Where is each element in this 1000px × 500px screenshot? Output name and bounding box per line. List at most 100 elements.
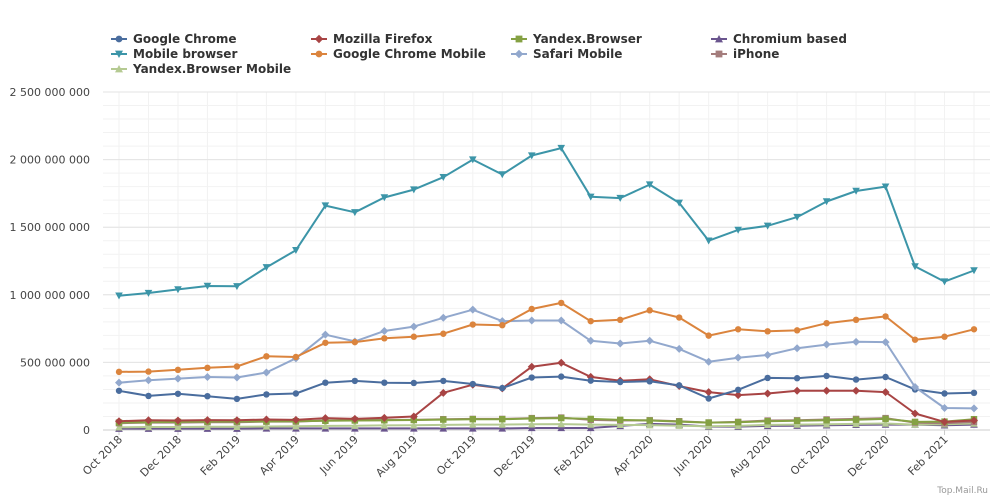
data-point[interactable] [616,339,625,348]
data-point[interactable] [587,317,594,325]
data-point[interactable] [292,353,300,361]
data-point[interactable] [705,395,712,402]
data-point[interactable] [675,418,683,425]
data-point[interactable] [617,378,624,386]
data-point[interactable] [174,286,182,294]
legend-item-iphone[interactable]: iPhone [711,46,779,61]
data-point[interactable] [852,187,860,195]
data-point[interactable] [204,364,211,372]
data-point[interactable] [263,353,270,360]
data-point[interactable] [704,422,713,430]
data-point[interactable] [557,358,566,367]
data-point[interactable] [646,378,653,385]
data-point[interactable] [763,222,772,230]
data-point[interactable] [882,313,889,320]
data-point[interactable] [557,424,566,432]
data-point[interactable] [115,387,123,394]
data-point[interactable] [852,316,860,324]
data-point[interactable] [527,420,536,428]
data-point[interactable] [675,344,684,353]
data-point[interactable] [941,333,948,340]
data-point[interactable] [468,305,477,314]
data-point[interactable] [174,390,182,397]
data-point[interactable] [292,246,300,254]
data-point[interactable] [322,339,329,346]
data-point[interactable] [498,171,507,179]
legend-item-chromium-based[interactable]: Chromium based [711,31,847,46]
data-point[interactable] [262,415,271,424]
data-point[interactable] [645,181,654,189]
legend-item-google-chrome[interactable]: Google Chrome [111,31,237,46]
data-point[interactable] [144,423,153,431]
data-point[interactable] [705,332,712,339]
data-point[interactable] [675,199,683,207]
data-point[interactable] [468,424,477,432]
data-point[interactable] [174,366,182,374]
data-point[interactable] [232,416,241,425]
data-point[interactable] [763,421,772,429]
data-point[interactable] [764,328,771,335]
data-point[interactable] [440,330,447,337]
legend-item-google-chrome-mobile[interactable]: Google Chrome Mobile [311,46,486,61]
data-point[interactable] [233,395,241,403]
data-point[interactable] [911,336,919,343]
data-point[interactable] [232,373,241,382]
data-point[interactable] [558,414,565,422]
series-mozilla-firefox[interactable] [115,358,978,426]
data-point[interactable] [440,416,447,423]
data-point[interactable] [380,421,389,429]
data-point[interactable] [291,415,300,424]
data-point[interactable] [911,409,920,418]
data-point[interactable] [823,319,830,327]
data-point[interactable] [233,283,241,291]
data-point[interactable] [351,338,359,346]
data-point[interactable] [940,278,949,286]
legend-item-yandex-browser[interactable]: Yandex.Browser [511,31,642,46]
data-point[interactable] [350,414,359,423]
data-point[interactable] [321,330,330,339]
data-point[interactable] [558,373,565,380]
data-point[interactable] [439,424,448,432]
data-point[interactable] [380,327,389,336]
data-point[interactable] [704,357,713,366]
data-point[interactable] [586,336,595,345]
data-point[interactable] [852,376,860,383]
data-point[interactable] [852,420,860,428]
series-mobile-browser[interactable] [115,144,978,300]
data-point[interactable] [468,156,477,164]
series-line[interactable] [118,301,975,373]
data-point[interactable] [911,418,919,426]
data-point[interactable] [734,226,742,234]
data-point[interactable] [292,390,300,397]
series-safari-mobile[interactable] [115,305,978,413]
data-point[interactable] [823,372,830,380]
data-point[interactable] [823,417,830,424]
data-point[interactable] [646,417,653,424]
series-google-chrome-mobile[interactable] [115,299,978,376]
data-point[interactable] [941,390,948,397]
data-point[interactable] [911,383,920,392]
data-point[interactable] [409,412,418,421]
data-point[interactable] [881,183,890,191]
data-point[interactable] [586,420,595,428]
data-point[interactable] [881,388,890,397]
data-point[interactable] [499,384,506,392]
data-point[interactable] [527,316,536,325]
data-point[interactable] [499,322,506,329]
data-point[interactable] [262,264,271,272]
data-point[interactable] [704,388,713,397]
data-point[interactable] [970,326,978,333]
data-point[interactable] [410,379,418,387]
data-point[interactable] [586,193,595,201]
data-point[interactable] [115,423,123,431]
data-point[interactable] [144,376,153,385]
data-point[interactable] [734,386,742,394]
data-point[interactable] [528,415,535,422]
data-point[interactable] [351,209,359,217]
data-point[interactable] [410,421,418,429]
data-point[interactable] [852,337,861,346]
data-point[interactable] [822,198,831,206]
data-point[interactable] [764,374,771,382]
data-point[interactable] [321,202,330,210]
data-point[interactable] [527,362,536,371]
